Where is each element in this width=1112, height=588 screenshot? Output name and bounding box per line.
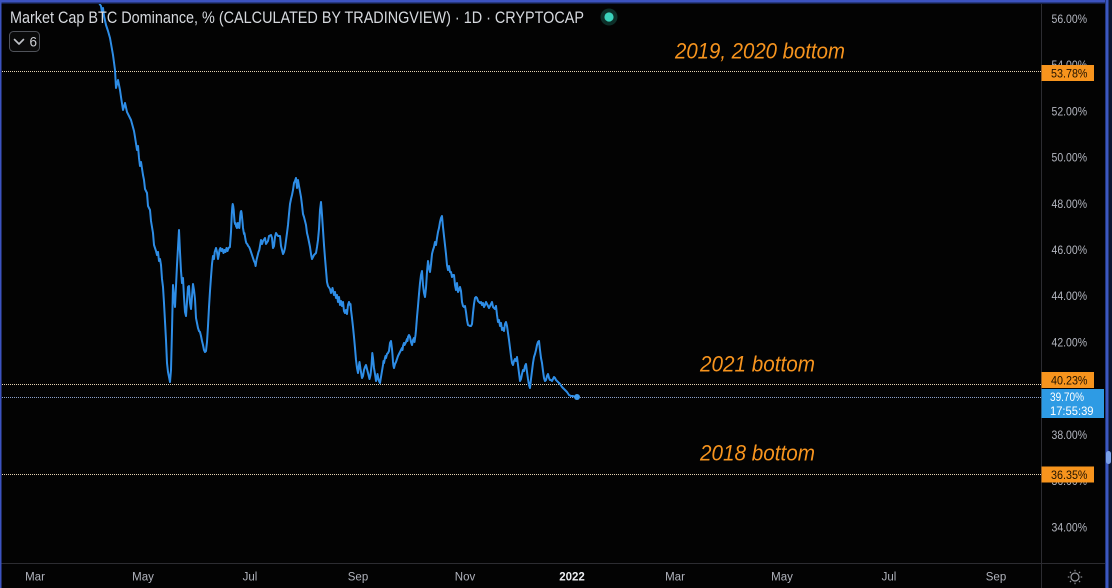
svg-text:Mar: Mar [665,572,685,584]
svg-text:48.00%: 48.00% [1052,197,1088,211]
svg-text:53.78%: 53.78% [1051,67,1088,81]
svg-text:44.00%: 44.00% [1052,289,1088,303]
svg-text:Sep: Sep [986,572,1006,584]
svg-text:46.00%: 46.00% [1052,243,1088,257]
svg-text:50.00%: 50.00% [1052,151,1088,165]
svg-text:38.00%: 38.00% [1052,428,1088,442]
svg-text:Sep: Sep [348,572,368,584]
svg-text:2019, 2020 bottom: 2019, 2020 bottom [674,39,845,64]
svg-text:Nov: Nov [455,572,476,584]
svg-text:52.00%: 52.00% [1052,104,1088,118]
svg-text:Jul: Jul [882,572,897,584]
svg-text:42.00%: 42.00% [1052,335,1088,349]
svg-text:Market Cap BTC Dominance, % (C: Market Cap BTC Dominance, % (CALCULATED … [10,8,584,27]
svg-text:2018 bottom: 2018 bottom [699,441,815,466]
svg-text:39.70%: 39.70% [1050,390,1084,404]
svg-text:May: May [771,572,793,584]
svg-text:2021 bottom: 2021 bottom [699,352,815,377]
svg-text:17:55:39: 17:55:39 [1050,404,1094,418]
svg-text:2022: 2022 [559,572,585,584]
svg-text:6: 6 [30,35,38,50]
svg-text:May: May [132,572,154,584]
svg-text:34.00%: 34.00% [1052,520,1088,534]
svg-text:36.35%: 36.35% [1051,468,1088,482]
svg-text:Jul: Jul [243,572,258,584]
svg-text:56.00%: 56.00% [1052,12,1088,26]
svg-text:Mar: Mar [25,572,45,584]
svg-text:40.23%: 40.23% [1051,374,1088,388]
